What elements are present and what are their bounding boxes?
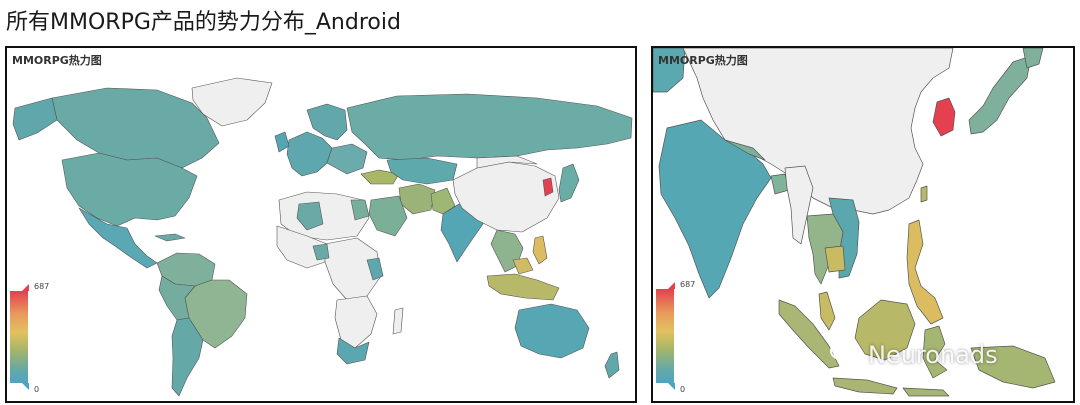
region-canada [51,87,220,169]
asia-heatmap[interactable] [653,48,1073,401]
region-sulawesi [922,325,948,379]
region-south-korea [932,97,956,137]
legend-min-label: 0 [680,385,686,394]
region-russia [346,93,633,161]
region-myanmar [784,165,814,245]
asia-map-panel: MMORPG热力图 [651,46,1075,403]
region-new-zealand [604,351,620,379]
region-japan [968,55,1032,135]
region-saudi [368,195,408,237]
region-west-africa [276,225,328,269]
world-heatmap[interactable] [7,48,635,401]
legend-gradient [656,289,674,383]
legend-min-label: 0 [34,385,40,394]
wechat-icon [830,342,859,365]
legend-max-handle[interactable] [668,282,675,289]
region-turkey [360,169,400,185]
region-australia [514,303,590,359]
legend-max-handle[interactable] [22,284,29,291]
region-nigeria [312,243,330,261]
legend-max-label: 687 [680,280,696,289]
region-borneo [854,299,916,361]
region-cuba [154,233,186,242]
region-southern-africa [334,295,378,349]
region-lesser-sunda [902,387,950,397]
region-java [832,377,898,395]
region-algeria [296,201,324,231]
region-greenland [191,77,273,127]
region-south-africa [336,337,370,365]
region-papua [970,345,1056,389]
legend-gradient [10,291,28,383]
legend-min-handle[interactable] [22,383,29,390]
panel-title: MMORPG热力图 [658,54,748,67]
region-egypt [350,199,370,221]
region-kenya [366,257,384,281]
region-western-europe [286,131,333,177]
region-philippines [532,235,548,265]
region-scandinavia [306,103,348,141]
region-malaysia-peninsula [818,291,836,331]
region-kazakhstan [386,157,458,185]
region-taiwan [920,185,928,203]
region-madagascar [392,307,404,335]
watermark-text: Neuronads [868,341,998,369]
region-japan [558,163,580,203]
region-alaska [12,97,58,141]
watermark: Neuronads [830,341,998,369]
panel-title: MMORPG热力图 [12,54,102,67]
region-central-asia [653,48,686,93]
region-mexico [78,207,158,269]
region-malaysia [512,257,534,275]
region-china [682,48,954,215]
color-scale-legend[interactable]: 687 0 [656,280,716,396]
region-mongolia [476,155,538,169]
page-title: 所有MMORPG产品的势力分布_Android [6,10,401,35]
region-eastern-europe [326,143,368,175]
legend-max-label: 687 [34,282,50,291]
world-map-panel: MMORPG热力图 [5,46,637,403]
region-south-korea [542,177,554,197]
region-cambodia [824,245,846,273]
region-philippines [906,219,944,325]
region-indonesia [486,273,560,301]
legend-min-handle[interactable] [668,383,675,390]
region-uk [274,131,290,153]
region-sumatra [778,299,840,369]
region-nepal [724,139,766,161]
color-scale-legend[interactable]: 687 0 [10,282,70,396]
region-hokkaido [1022,48,1044,69]
region-usa [61,152,198,227]
region-argentina [171,317,204,397]
region-iran [398,183,436,215]
